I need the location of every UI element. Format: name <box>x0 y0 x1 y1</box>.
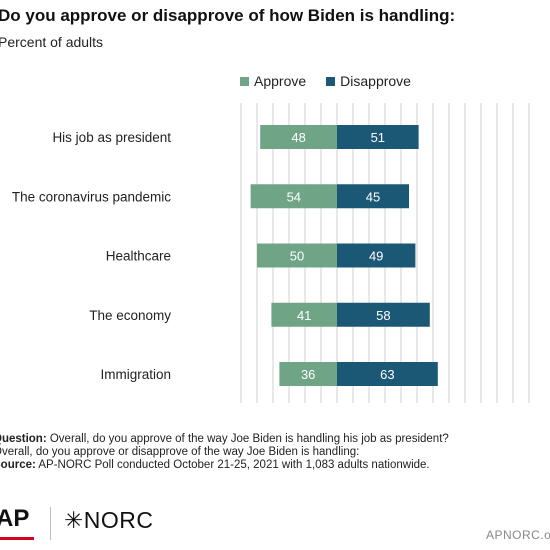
bar-disapprove <box>337 362 438 386</box>
legend-label-disapprove: Disapprove <box>340 73 411 89</box>
data-label-approve: 36 <box>301 367 315 382</box>
legend: Approve Disapprove <box>240 73 431 89</box>
question-note: Question: Overall, do you approve of the… <box>0 433 449 446</box>
bar-chart: His job as president 48 51 The coronavirus … <box>12 103 530 403</box>
data-label-approve: 54 <box>287 189 301 204</box>
chart-title: Do you approve or disapprove of how Bide… <box>0 6 456 25</box>
question-text: Overall, do you approve of the way Joe B… <box>46 433 449 445</box>
category-label: The coronavirus pandemic <box>12 189 171 204</box>
legend-label-approve: Approve <box>254 73 307 89</box>
data-label-disapprove: 58 <box>376 308 390 323</box>
bar-disapprove <box>337 125 419 149</box>
bar-approve <box>250 184 337 209</box>
data-label-approve: 48 <box>291 130 305 145</box>
data-label-disapprove: 49 <box>369 249 383 264</box>
legend-item-disapprove: Disapprove <box>326 73 411 89</box>
site-url: APNORC.org <box>486 528 550 542</box>
question-note-2: Overall, do you approve or disapprove of… <box>0 446 360 458</box>
data-label-approve: 50 <box>290 249 304 264</box>
bar-approve <box>257 243 337 268</box>
category-label: Immigration <box>100 367 171 382</box>
bar-approve <box>260 125 337 149</box>
logo-divider <box>50 507 51 540</box>
legend-item-approve: Approve <box>240 73 306 89</box>
data-label-disapprove: 51 <box>371 130 385 145</box>
source-label: Source: <box>0 459 36 471</box>
bar-disapprove <box>337 302 430 327</box>
data-label-approve: 41 <box>297 308 311 323</box>
chart-notes: Question: Overall, do you approve of the… <box>0 433 449 472</box>
bar-disapprove <box>337 243 416 268</box>
category-label: The economy <box>89 308 171 323</box>
legend-swatch-disapprove <box>326 76 336 86</box>
chart-subtitle: Percent of adults <box>0 34 104 50</box>
source-text: AP-NORC Poll conducted October 21-25, 20… <box>35 459 430 471</box>
ap-logo: AP <box>0 505 30 532</box>
legend-swatch-approve <box>240 76 249 86</box>
bar-approve <box>271 302 337 327</box>
ap-logo-underline <box>0 537 34 540</box>
category-label: His job as president <box>52 130 171 145</box>
bar-approve <box>279 362 337 386</box>
data-label-disapprove: 45 <box>366 189 380 204</box>
question-label: Question: <box>0 433 47 445</box>
category-label: Healthcare <box>106 249 171 264</box>
bar-disapprove <box>337 184 409 209</box>
source-note: Source: AP-NORC Poll conducted October 2… <box>0 459 449 472</box>
norc-logo: ✳NORC <box>64 507 154 533</box>
data-label-disapprove: 63 <box>380 367 394 382</box>
